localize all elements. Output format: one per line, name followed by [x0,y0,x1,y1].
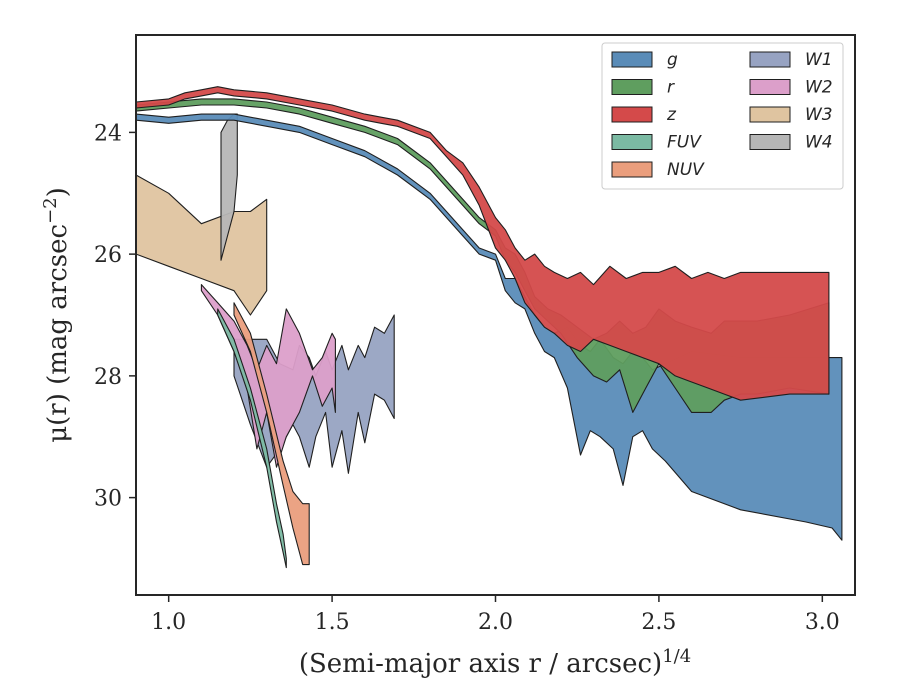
series-band-fuv [217,308,287,569]
legend-item-w4: W4 [749,133,833,153]
series-band-z [136,86,830,401]
legend-item-nuv: NUV [611,160,705,180]
legend-swatch-r [611,79,653,95]
series-band-nuv [233,302,310,566]
series-band-w3 [136,174,268,316]
x-tick-label: 1.0 [151,610,186,635]
legend-swatch-w3 [749,106,791,123]
x-tick-label: 2.5 [641,610,676,635]
y-tick-label: 30 [94,487,122,512]
legend-item-fuv: FUV [611,133,702,153]
x-tick-label: 1.5 [315,610,350,635]
legend-swatch-g [611,51,653,68]
y-axis-title-exponent: −2 [40,197,61,224]
series-band-w2 [200,284,336,468]
ticks-layer: 1.0 1.5 2.0 2.5 3.0 24 26 28 30 [94,121,840,635]
legend-swatch-w1 [749,51,791,68]
legend-label-r: r [667,78,675,98]
legend-label-fuv: FUV [667,133,702,153]
legend-item-w1: W1 [749,50,833,70]
legend: grz FUV NUV W1 W2 W3 W4 [601,42,844,190]
legend-swatch-w2 [749,79,791,95]
series-layer [136,86,843,569]
legend-label-z: z [666,105,677,125]
legend-label-nuv: NUV [667,160,705,180]
legend-item-z: z [611,105,677,125]
y-tick-label: 26 [94,243,122,268]
legend-item-r: r [611,78,675,98]
legend-label-w2: W2 [805,78,833,98]
x-tick-label: 2.0 [478,610,513,635]
legend-label-w1: W1 [805,50,833,70]
legend-item-g: g [611,50,678,70]
y-tick-label: 24 [94,121,122,146]
y-axis-title-close: ) [43,187,73,197]
x-tick-label: 3.0 [805,610,840,635]
legend-swatch-w4 [749,134,791,150]
legend-label-g: g [667,50,678,70]
y-axis-title: μ(r) (mag arcsec−2) [40,187,73,443]
x-axis-title: (Semi-major axis r / arcsec)1/4 [299,646,691,679]
x-axis-title-exponent: 1/4 [662,646,691,667]
legend-swatch-nuv [611,161,653,178]
legend-item-w3: W3 [749,105,833,125]
legend-item-w2: W2 [749,78,833,98]
legend-swatch-fuv [611,134,653,150]
legend-entries: grz FUV NUV W1 W2 W3 W4 [611,50,833,180]
series-band-g [136,113,843,541]
legend-label-w3: W3 [805,105,833,125]
legend-label-w4: W4 [805,133,833,153]
legend-swatch-z [611,106,653,123]
y-tick-label: 28 [94,365,122,390]
